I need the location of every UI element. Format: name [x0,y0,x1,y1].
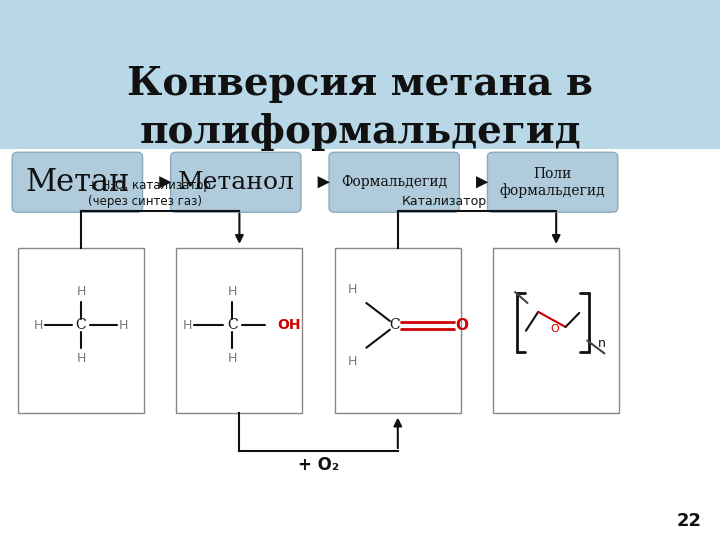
Text: H: H [348,355,357,368]
Text: H: H [183,319,193,332]
FancyBboxPatch shape [493,248,619,413]
Text: Метан: Метан [25,167,130,198]
Text: + O₂: + O₂ [298,456,339,474]
FancyBboxPatch shape [335,248,461,413]
Text: H: H [76,285,86,298]
Text: C: C [227,319,238,332]
Text: H: H [348,283,357,296]
Text: Катализатор: Катализатор [402,195,487,208]
Text: Метанол: Метанол [177,171,294,194]
Text: OH: OH [277,319,300,332]
Text: O: O [550,324,559,334]
FancyBboxPatch shape [12,152,143,212]
Text: n: n [598,336,606,350]
FancyBboxPatch shape [487,152,618,212]
FancyBboxPatch shape [0,0,720,148]
FancyBboxPatch shape [171,152,301,212]
Text: H: H [34,319,43,332]
Text: полиформальдегид: полиформальдегид [139,113,581,151]
Text: H: H [228,353,237,366]
Text: H: H [119,319,128,332]
FancyBboxPatch shape [176,248,302,413]
Text: Формальдегид: Формальдегид [341,176,447,189]
FancyBboxPatch shape [329,152,459,212]
Text: C: C [389,319,400,332]
Text: C: C [76,319,86,332]
Text: Поли
формальдегид: Поли формальдегид [500,167,606,198]
Text: H: H [76,353,86,366]
Text: Конверсия метана в: Конверсия метана в [127,65,593,103]
FancyBboxPatch shape [18,248,144,413]
Text: O: O [455,318,468,333]
Text: 22: 22 [677,512,702,530]
Text: + H₂O, катализатор
(через синтез газ): + H₂O, катализатор (через синтез газ) [88,179,211,208]
Text: H: H [228,285,237,298]
